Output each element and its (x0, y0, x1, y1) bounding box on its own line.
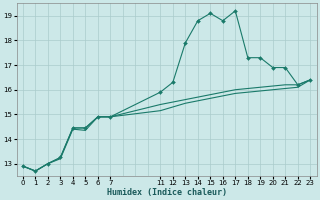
X-axis label: Humidex (Indice chaleur): Humidex (Indice chaleur) (107, 188, 227, 197)
